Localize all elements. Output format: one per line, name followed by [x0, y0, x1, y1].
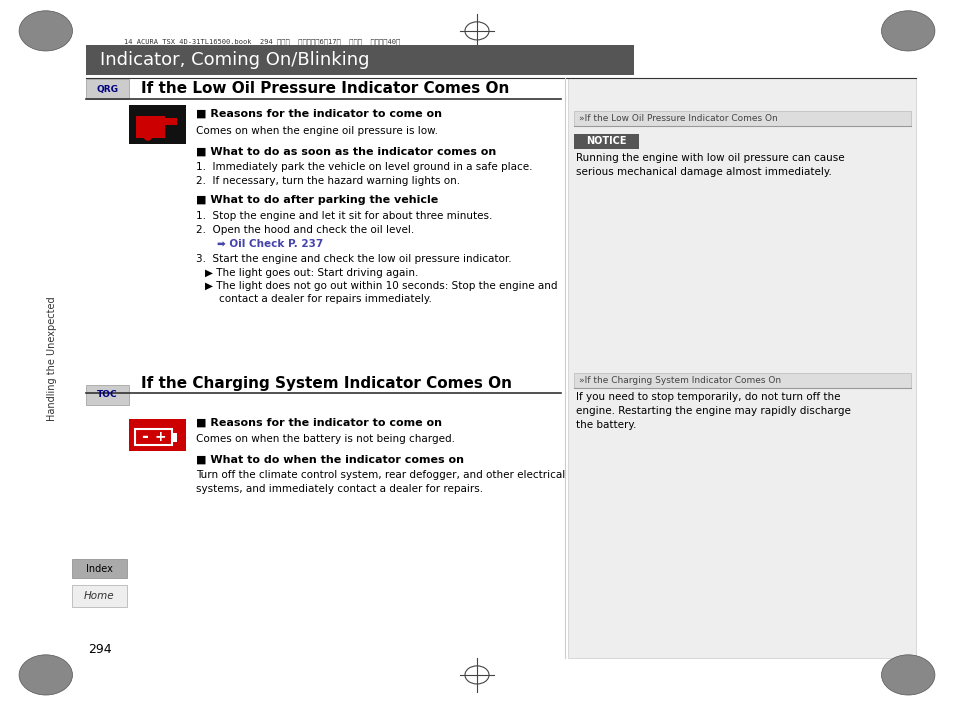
Text: ■ Reasons for the indicator to come on: ■ Reasons for the indicator to come on [195, 417, 441, 427]
Text: Indicator, Coming On/Blinking: Indicator, Coming On/Blinking [100, 51, 369, 70]
Bar [160, 118, 177, 125]
Text: Index: Index [86, 564, 112, 574]
Circle shape [144, 135, 152, 141]
Text: Turn off the climate control system, rear defogger, and other electrical: Turn off the climate control system, rea… [195, 470, 564, 480]
Text: Comes on when the engine oil pressure is low.: Comes on when the engine oil pressure is… [195, 126, 437, 136]
Text: »If the Charging System Indicator Comes On: »If the Charging System Indicator Comes … [578, 376, 781, 385]
Text: 294: 294 [88, 643, 112, 656]
Bar [86, 45, 634, 75]
Text: 2.  If necessary, turn the hazard warning lights on.: 2. If necessary, turn the hazard warning… [195, 176, 459, 186]
Text: ■ What to do when the indicator comes on: ■ What to do when the indicator comes on [195, 454, 463, 465]
Text: NOTICE: NOTICE [586, 136, 626, 146]
Circle shape [19, 11, 72, 51]
Bar [574, 373, 910, 388]
Text: +: + [154, 430, 166, 444]
Text: ■ What to do as soon as the indicator comes on: ■ What to do as soon as the indicator co… [195, 146, 496, 157]
Text: Comes on when the battery is not being charged.: Comes on when the battery is not being c… [195, 434, 454, 444]
Bar [574, 111, 910, 126]
Text: If the Low Oil Pressure Indicator Comes On: If the Low Oil Pressure Indicator Comes … [141, 81, 509, 95]
Bar [129, 105, 186, 144]
Text: ▶ The light does not go out within 10 seconds: Stop the engine and: ▶ The light does not go out within 10 se… [205, 281, 557, 292]
Text: ■ Reasons for the indicator to come on: ■ Reasons for the indicator to come on [195, 109, 441, 119]
Bar [71, 559, 127, 578]
Bar [71, 585, 127, 607]
Text: »If the Low Oil Pressure Indicator Comes On: »If the Low Oil Pressure Indicator Comes… [578, 114, 777, 123]
Bar [135, 429, 172, 445]
Bar [172, 433, 177, 442]
Circle shape [19, 655, 72, 695]
Text: Running the engine with low oil pressure can cause
serious mechanical damage alm: Running the engine with low oil pressure… [576, 153, 844, 177]
Circle shape [881, 11, 934, 51]
Text: ■ What to do after parking the vehicle: ■ What to do after parking the vehicle [195, 195, 437, 205]
Text: 14 ACURA TSX 4D-31TL16500.book  294 ページ  ２０１３年6月17日  月曜日  午前９時40分: 14 ACURA TSX 4D-31TL16500.book 294 ページ ２… [124, 38, 400, 45]
Text: Home: Home [84, 591, 114, 601]
Text: TOC: TOC [97, 391, 117, 399]
Text: contact a dealer for repairs immediately.: contact a dealer for repairs immediately… [219, 294, 432, 304]
Circle shape [881, 655, 934, 695]
Text: If you need to stop temporarily, do not turn off the
engine. Restarting the engi: If you need to stop temporarily, do not … [576, 392, 850, 430]
Text: systems, and immediately contact a dealer for repairs.: systems, and immediately contact a deale… [195, 484, 482, 494]
Text: 2.  Open the hood and check the oil level.: 2. Open the hood and check the oil level… [195, 225, 414, 235]
Text: 1.  Stop the engine and let it sit for about three minutes.: 1. Stop the engine and let it sit for ab… [195, 211, 492, 221]
Text: -: - [141, 428, 149, 447]
Bar [86, 385, 129, 405]
Text: Handling the Unexpected: Handling the Unexpected [48, 297, 57, 421]
Bar [136, 116, 165, 138]
Text: If the Charging System Indicator Comes On: If the Charging System Indicator Comes O… [141, 376, 512, 391]
Bar [129, 419, 186, 451]
Text: ➡ Oil Check P. 237: ➡ Oil Check P. 237 [216, 239, 322, 249]
Text: ▶ The light goes out: Start driving again.: ▶ The light goes out: Start driving agai… [205, 268, 418, 278]
Bar [86, 79, 129, 99]
Text: 1.  Immediately park the vehicle on level ground in a safe place.: 1. Immediately park the vehicle on level… [195, 162, 532, 172]
Bar [574, 134, 639, 149]
Text: QRG: QRG [96, 85, 118, 93]
Bar [567, 78, 915, 658]
Text: 3.  Start the engine and check the low oil pressure indicator.: 3. Start the engine and check the low oi… [195, 254, 511, 264]
